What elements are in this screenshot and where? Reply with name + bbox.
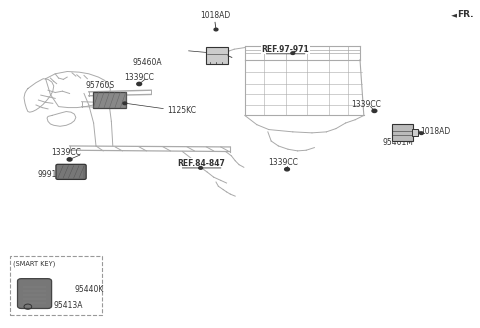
Text: 99911: 99911 (37, 170, 61, 179)
Text: 1018AD: 1018AD (200, 11, 230, 20)
FancyBboxPatch shape (17, 279, 52, 308)
Text: REF.97-971: REF.97-971 (262, 45, 310, 54)
FancyBboxPatch shape (412, 129, 418, 136)
Text: 1339CC: 1339CC (351, 100, 381, 109)
Circle shape (214, 28, 218, 31)
Text: 95401M: 95401M (383, 138, 414, 147)
Text: REF.84-847: REF.84-847 (178, 159, 226, 168)
Text: 1125KC: 1125KC (167, 106, 196, 115)
Text: (SMART KEY): (SMART KEY) (13, 260, 56, 267)
Text: FR.: FR. (457, 10, 473, 19)
Text: 95440K: 95440K (74, 285, 104, 294)
FancyBboxPatch shape (206, 47, 228, 64)
Circle shape (291, 52, 295, 54)
FancyBboxPatch shape (56, 164, 86, 179)
Text: 95460A: 95460A (132, 58, 162, 67)
Text: 95760S: 95760S (85, 81, 114, 90)
Circle shape (137, 82, 142, 86)
Text: 95413A: 95413A (54, 301, 83, 310)
Text: 1018AD: 1018AD (420, 127, 450, 136)
Circle shape (285, 168, 289, 171)
Text: 1339CC: 1339CC (124, 73, 154, 82)
Circle shape (199, 167, 203, 169)
Circle shape (67, 158, 72, 161)
Circle shape (372, 109, 377, 113)
Text: 1339CC: 1339CC (268, 158, 298, 167)
Circle shape (123, 102, 127, 105)
FancyBboxPatch shape (10, 256, 102, 315)
FancyBboxPatch shape (93, 92, 126, 108)
FancyBboxPatch shape (392, 124, 413, 141)
Circle shape (420, 132, 423, 134)
Polygon shape (451, 14, 457, 18)
Text: 1339CC: 1339CC (51, 149, 81, 157)
